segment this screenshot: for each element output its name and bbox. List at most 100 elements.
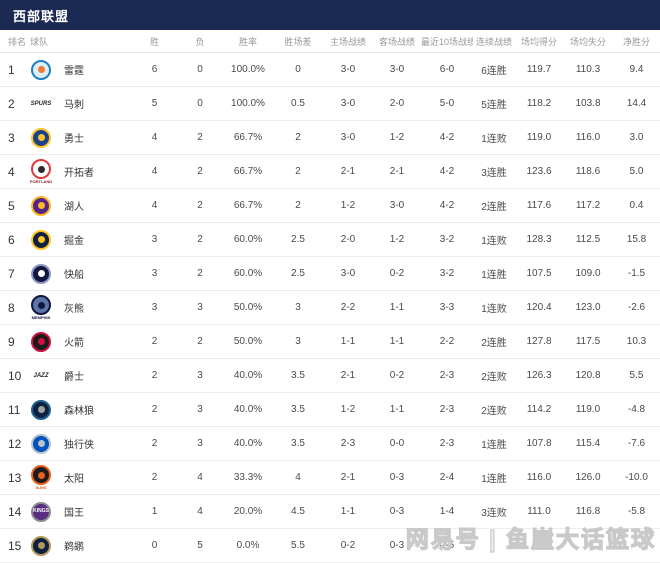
col-team: 球队 — [26, 30, 132, 53]
team-cell[interactable]: 火箭 — [26, 324, 132, 359]
opp-ppg-cell: 120.8 — [563, 358, 613, 393]
games-behind-cell: 3.5 — [273, 358, 323, 393]
team-name: 雷霆 — [64, 66, 84, 77]
home-record-cell: 3-0 — [323, 256, 373, 291]
away-record-cell: 0-0 — [373, 426, 421, 461]
wins-cell: 2 — [132, 392, 177, 427]
table-row[interactable]: 10 JAZZ 爵士 2 3 40.0% 3.5 2-1 0-2 2-3 2连败… — [0, 358, 660, 393]
table-row[interactable]: 11 森林狼 2 3 40.0% 3.5 1-2 1-1 2-3 2连败 114… — [0, 392, 660, 427]
col-opp-ppg: 场均失分 — [563, 30, 613, 53]
last10-cell: 2-3 — [421, 392, 473, 427]
col-point-diff: 净胜分 — [613, 30, 660, 53]
losses-cell: 3 — [177, 426, 223, 461]
team-cell[interactable]: 勇士 — [26, 120, 132, 155]
opp-ppg-cell: 116.8 — [563, 494, 613, 529]
win-pct-cell: 50.0% — [223, 324, 273, 359]
team-cell[interactable]: PORTLAND 开拓者 — [26, 154, 132, 189]
team-cell[interactable]: SUNS 太阳 — [26, 460, 132, 495]
ppg-cell: 126.3 — [515, 358, 563, 393]
team-cell[interactable]: KINGS 国王 — [26, 494, 132, 529]
table-row[interactable]: 9 火箭 2 2 50.0% 3 1-1 1-1 2-2 2连胜 127.8 1… — [0, 324, 660, 359]
table-row[interactable]: 4 PORTLAND 开拓者 4 2 66.7% 2 2-1 2-1 4-2 3… — [0, 154, 660, 189]
last10-cell: 4-2 — [421, 188, 473, 223]
table-row[interactable]: 15 鹈鹕 0 5 0.0% 5.5 0-2 0-3 0-5 — [0, 528, 660, 563]
point-diff-cell: 15.8 — [613, 222, 660, 257]
streak-cell: 2连胜 — [473, 188, 515, 223]
col-losses: 负 — [177, 30, 223, 53]
ppg-cell: 107.8 — [515, 426, 563, 461]
table-row[interactable]: 1 雷霆 6 0 100.0% 0 3-0 3-0 6-0 6连胜 119.7 … — [0, 52, 660, 87]
column-header-row: 排名 球队 胜 负 胜率 胜场差 主场战绩 客场战绩 最近10场战绩 连续战绩 … — [0, 30, 660, 53]
win-pct-cell: 60.0% — [223, 222, 273, 257]
home-record-cell: 2-2 — [323, 290, 373, 325]
point-diff-cell: 0.4 — [613, 188, 660, 223]
opp-ppg-cell: 117.5 — [563, 324, 613, 359]
wins-cell: 6 — [132, 52, 177, 87]
win-pct-cell: 100.0% — [223, 52, 273, 87]
team-cell[interactable]: MEMPHIS 灰熊 — [26, 290, 132, 325]
team-name: 国王 — [64, 508, 84, 519]
away-record-cell: 0-2 — [373, 256, 421, 291]
wins-cell: 2 — [132, 460, 177, 495]
team-name: 快船 — [64, 270, 84, 281]
team-name: 森林狼 — [64, 406, 94, 417]
last10-cell: 5-0 — [421, 86, 473, 121]
win-pct-cell: 66.7% — [223, 154, 273, 189]
team-logo-slot — [26, 263, 56, 284]
opp-ppg-cell: 117.2 — [563, 188, 613, 223]
team-logo-slot — [26, 59, 56, 80]
point-diff-cell: -7.6 — [613, 426, 660, 461]
win-pct-cell: 20.0% — [223, 494, 273, 529]
games-behind-cell: 2 — [273, 188, 323, 223]
win-pct-cell: 66.7% — [223, 188, 273, 223]
team-cell[interactable]: 森林狼 — [26, 392, 132, 427]
point-diff-cell: 10.3 — [613, 324, 660, 359]
rank-cell: 3 — [0, 120, 26, 155]
table-row[interactable]: 8 MEMPHIS 灰熊 3 3 50.0% 3 2-2 1-1 3-3 1连败… — [0, 290, 660, 325]
home-record-cell: 1-1 — [323, 324, 373, 359]
away-record-cell: 2-1 — [373, 154, 421, 189]
col-wins: 胜 — [132, 30, 177, 53]
team-cell[interactable]: 湖人 — [26, 188, 132, 223]
col-last10: 最近10场战绩 — [421, 30, 473, 53]
table-row[interactable]: 3 勇士 4 2 66.7% 2 3-0 1-2 4-2 1连败 119.0 1… — [0, 120, 660, 155]
table-row[interactable]: 2 SPURS 马刺 5 0 100.0% 0.5 3-0 2-0 5-0 5连… — [0, 86, 660, 121]
team-cell[interactable]: 快船 — [26, 256, 132, 291]
wins-cell: 2 — [132, 358, 177, 393]
ppg-cell: 128.3 — [515, 222, 563, 257]
table-row[interactable]: 5 湖人 4 2 66.7% 2 1-2 3-0 4-2 2连胜 117.6 1… — [0, 188, 660, 223]
rank-cell: 8 — [0, 290, 26, 325]
home-record-cell: 2-3 — [323, 426, 373, 461]
team-cell[interactable]: 掘金 — [26, 222, 132, 257]
last10-cell: 6-0 — [421, 52, 473, 87]
wins-cell: 4 — [132, 188, 177, 223]
team-logo-icon — [26, 195, 56, 216]
games-behind-cell: 2.5 — [273, 256, 323, 291]
home-record-cell: 1-2 — [323, 188, 373, 223]
games-behind-cell: 0.5 — [273, 86, 323, 121]
team-name: 开拓者 — [64, 168, 94, 179]
opp-ppg-cell: 123.0 — [563, 290, 613, 325]
team-logo-slot — [26, 433, 56, 454]
home-record-cell: 3-0 — [323, 120, 373, 155]
losses-cell: 3 — [177, 358, 223, 393]
table-row[interactable]: 6 掘金 3 2 60.0% 2.5 2-0 1-2 3-2 1连败 128.3… — [0, 222, 660, 257]
team-cell[interactable]: 雷霆 — [26, 52, 132, 87]
team-cell[interactable]: JAZZ 爵士 — [26, 358, 132, 393]
team-logo-icon: SUNS — [26, 465, 56, 490]
team-cell[interactable]: SPURS 马刺 — [26, 86, 132, 121]
table-row[interactable]: 12 独行侠 2 3 40.0% 3.5 2-3 0-0 2-3 1连胜 107… — [0, 426, 660, 461]
table-row[interactable]: 7 快船 3 2 60.0% 2.5 3-0 0-2 3-2 1连胜 107.5… — [0, 256, 660, 291]
team-cell[interactable]: 鹈鹕 — [26, 528, 132, 563]
table-row[interactable]: 13 SUNS 太阳 2 4 33.3% 4 2-1 0-3 2-4 1连胜 1… — [0, 460, 660, 495]
wins-cell: 4 — [132, 154, 177, 189]
opp-ppg-cell: 116.0 — [563, 120, 613, 155]
away-record-cell: 0-3 — [373, 494, 421, 529]
rank-cell: 12 — [0, 426, 26, 461]
rank-cell: 15 — [0, 528, 26, 563]
conference-header: 西部联盟 — [0, 0, 660, 30]
losses-cell: 2 — [177, 154, 223, 189]
team-cell[interactable]: 独行侠 — [26, 426, 132, 461]
losses-cell: 2 — [177, 120, 223, 155]
table-row[interactable]: 14 KINGS 国王 1 4 20.0% 4.5 1-1 0-3 1-4 3连… — [0, 494, 660, 529]
